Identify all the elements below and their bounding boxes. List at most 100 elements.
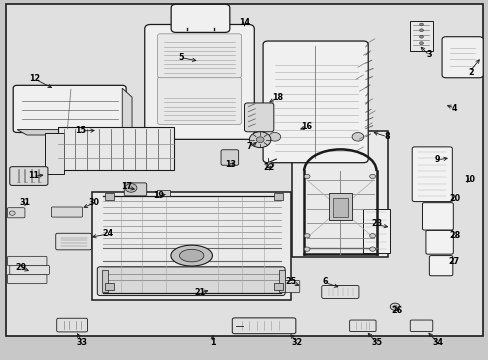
Text: 34: 34 (431, 338, 442, 347)
FancyBboxPatch shape (10, 167, 48, 185)
Bar (157, 190, 169, 196)
Text: 26: 26 (391, 306, 402, 315)
Text: 20: 20 (448, 194, 459, 203)
Circle shape (268, 132, 280, 141)
Bar (105, 283, 114, 290)
Text: 4: 4 (451, 104, 457, 113)
FancyBboxPatch shape (171, 4, 229, 32)
FancyBboxPatch shape (51, 207, 82, 217)
Text: 11: 11 (28, 171, 39, 180)
FancyBboxPatch shape (13, 85, 126, 132)
Circle shape (304, 234, 309, 238)
Circle shape (369, 234, 375, 238)
Circle shape (419, 35, 423, 38)
Text: 29: 29 (15, 263, 26, 272)
Circle shape (369, 174, 375, 179)
Text: 9: 9 (434, 155, 440, 163)
Text: 31: 31 (20, 198, 31, 207)
Text: 10: 10 (463, 175, 474, 184)
FancyBboxPatch shape (282, 280, 299, 293)
FancyBboxPatch shape (124, 183, 146, 196)
Circle shape (419, 29, 423, 32)
Text: 7: 7 (246, 143, 252, 152)
Bar (332, 198, 347, 217)
Circle shape (419, 42, 423, 45)
Polygon shape (17, 130, 132, 135)
Bar (278, 270, 284, 292)
Circle shape (249, 132, 270, 148)
Ellipse shape (171, 245, 212, 266)
Bar (273, 193, 282, 200)
Text: 2: 2 (468, 68, 473, 77)
FancyBboxPatch shape (7, 256, 47, 266)
Text: 27: 27 (447, 256, 458, 266)
Text: 33: 33 (77, 338, 87, 347)
FancyBboxPatch shape (57, 318, 87, 332)
Circle shape (256, 137, 264, 143)
Circle shape (419, 23, 423, 26)
Text: 14: 14 (239, 18, 249, 27)
Text: 12: 12 (30, 74, 41, 83)
Circle shape (389, 303, 399, 310)
FancyBboxPatch shape (97, 267, 285, 296)
Circle shape (392, 305, 396, 308)
Bar (362, 209, 389, 253)
Bar (92, 192, 291, 300)
FancyBboxPatch shape (441, 37, 482, 78)
Text: 8: 8 (384, 132, 389, 141)
Ellipse shape (179, 249, 203, 262)
Text: 3: 3 (426, 50, 431, 59)
FancyBboxPatch shape (349, 320, 375, 332)
Text: 30: 30 (88, 198, 99, 207)
FancyBboxPatch shape (157, 77, 241, 125)
Text: 28: 28 (448, 231, 460, 240)
Text: 24: 24 (102, 229, 113, 238)
Circle shape (125, 184, 137, 192)
FancyBboxPatch shape (232, 318, 295, 334)
Text: 13: 13 (225, 161, 236, 170)
Bar (273, 283, 282, 290)
Polygon shape (122, 88, 132, 135)
Circle shape (351, 132, 363, 141)
FancyBboxPatch shape (144, 24, 254, 139)
Text: 21: 21 (194, 288, 204, 297)
FancyBboxPatch shape (56, 233, 91, 250)
Bar (292, 131, 387, 257)
Text: 16: 16 (301, 122, 312, 131)
FancyBboxPatch shape (7, 274, 47, 284)
Bar (58, 127, 174, 170)
Circle shape (265, 162, 273, 168)
Text: 19: 19 (153, 191, 164, 199)
Text: 23: 23 (370, 220, 381, 229)
FancyBboxPatch shape (263, 41, 367, 163)
FancyBboxPatch shape (411, 147, 451, 202)
Text: 1: 1 (209, 338, 215, 347)
FancyBboxPatch shape (221, 150, 238, 165)
Bar (45, 133, 63, 174)
Text: 32: 32 (291, 338, 302, 347)
Text: 5: 5 (178, 53, 183, 62)
FancyBboxPatch shape (10, 265, 49, 275)
Bar (409, 21, 432, 51)
FancyBboxPatch shape (321, 285, 358, 298)
Circle shape (304, 247, 309, 251)
Bar (105, 193, 114, 200)
Text: 6: 6 (322, 277, 327, 286)
FancyBboxPatch shape (244, 103, 273, 132)
Text: 17: 17 (121, 182, 131, 191)
Bar (102, 270, 107, 292)
FancyBboxPatch shape (409, 320, 432, 332)
Circle shape (9, 211, 15, 215)
FancyBboxPatch shape (422, 203, 452, 230)
Text: 22: 22 (263, 163, 274, 172)
Circle shape (304, 174, 309, 179)
Text: 15: 15 (75, 126, 86, 135)
FancyBboxPatch shape (425, 230, 452, 254)
FancyBboxPatch shape (428, 256, 452, 276)
FancyBboxPatch shape (7, 208, 25, 218)
Text: 18: 18 (272, 94, 283, 103)
Text: 35: 35 (370, 338, 381, 347)
Circle shape (369, 247, 375, 251)
Bar (328, 193, 351, 220)
FancyBboxPatch shape (157, 34, 241, 78)
